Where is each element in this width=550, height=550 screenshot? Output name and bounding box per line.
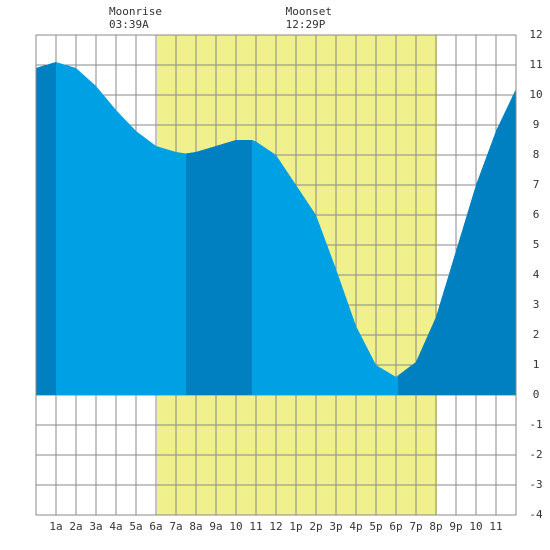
- y-tick-label: 6: [533, 208, 540, 221]
- y-tick-label: 0: [533, 388, 540, 401]
- x-tick-label: 11: [489, 520, 502, 533]
- y-tick-label: 9: [533, 118, 540, 131]
- tide-area: [36, 62, 516, 395]
- x-tick-label: 8p: [429, 520, 442, 533]
- tide-dark-segment: [36, 62, 56, 395]
- moon-event-time: 03:39A: [109, 18, 149, 31]
- x-tick-label: 7a: [169, 520, 182, 533]
- x-tick-label: 9a: [209, 520, 222, 533]
- y-tick-label: 11: [529, 58, 542, 71]
- x-tick-label: 5a: [129, 520, 142, 533]
- x-tick-label: 11: [249, 520, 262, 533]
- moon-event-time: 12:29P: [286, 18, 326, 31]
- x-tick-label: 10: [469, 520, 482, 533]
- y-tick-label: -4: [529, 508, 543, 521]
- y-tick-label: -1: [529, 418, 542, 431]
- y-tick-label: 8: [533, 148, 540, 161]
- y-tick-label: 1: [533, 358, 540, 371]
- x-tick-label: 3a: [89, 520, 102, 533]
- y-tick-label: -3: [529, 478, 542, 491]
- x-tick-label: 3p: [329, 520, 342, 533]
- y-tick-label: -2: [529, 448, 542, 461]
- y-tick-label: 5: [533, 238, 540, 251]
- x-tick-label: 4a: [109, 520, 122, 533]
- x-tick-label: 1p: [289, 520, 302, 533]
- x-tick-label: 5p: [369, 520, 382, 533]
- plot-border: [35, 34, 517, 516]
- y-tick-label: 10: [529, 88, 542, 101]
- x-tick-label: 9p: [449, 520, 462, 533]
- x-tick-label: 6a: [149, 520, 162, 533]
- y-tick-label: 2: [533, 328, 540, 341]
- y-tick-label: 12: [529, 28, 542, 41]
- x-tick-label: 12: [269, 520, 282, 533]
- x-tick-label: 4p: [349, 520, 362, 533]
- y-tick-label: 7: [533, 178, 540, 191]
- x-tick-label: 6p: [389, 520, 402, 533]
- y-tick-label: 3: [533, 298, 540, 311]
- x-tick-label: 1a: [49, 520, 62, 533]
- x-tick-label: 7p: [409, 520, 422, 533]
- x-tick-label: 10: [229, 520, 242, 533]
- moon-event-name: Moonset: [286, 5, 332, 18]
- moon-event-name: Moonrise: [109, 5, 162, 18]
- x-tick-label: 2a: [69, 520, 82, 533]
- x-tick-label: 8a: [189, 520, 202, 533]
- y-tick-label: 4: [533, 268, 540, 281]
- x-tick-label: 2p: [309, 520, 322, 533]
